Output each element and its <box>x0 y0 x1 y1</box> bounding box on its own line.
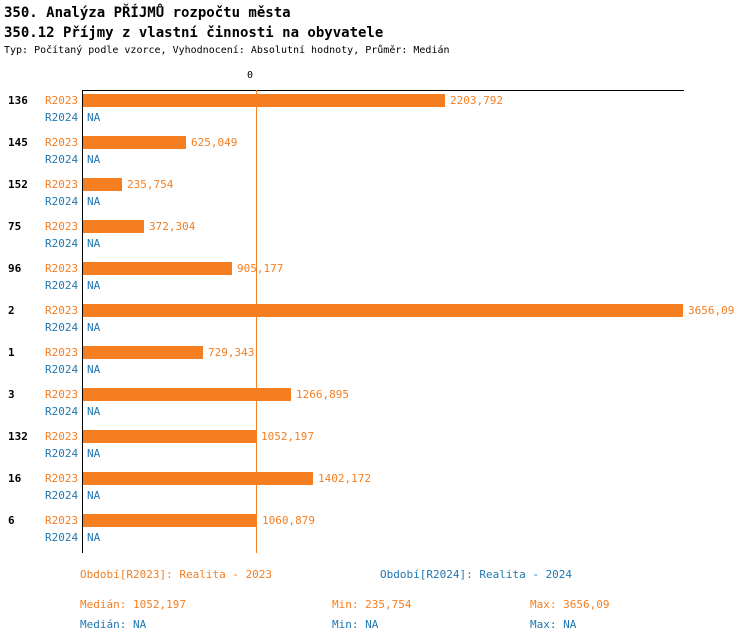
series-label-r2023: R2023 <box>45 472 79 485</box>
bar-group: 96 R2023 905,177 R2024 NA <box>0 258 750 300</box>
bar-r2023 <box>83 220 144 233</box>
series-label-r2023: R2023 <box>45 430 79 443</box>
bar-r2023 <box>83 346 203 359</box>
bar-r2023 <box>83 178 122 191</box>
stat-r2024-median: Medián: NA <box>80 618 147 631</box>
stat-r2023-max: Max: 3656,09 <box>530 598 610 611</box>
bar-value-label: 372,304 <box>149 220 196 233</box>
bar-r2023 <box>83 94 445 107</box>
na-value-label: NA <box>87 489 101 502</box>
chart-subtitle: 350.12 Příjmy z vlastní činnosti na obyv… <box>4 25 384 41</box>
series-label-r2023: R2023 <box>45 94 79 107</box>
bar-value-label: 1402,172 <box>318 472 371 485</box>
category-id-label: 132 <box>8 430 28 443</box>
series-label-r2024: R2024 <box>45 195 79 208</box>
y-axis-line <box>82 90 83 553</box>
bar-group: 152 R2023 235,754 R2024 NA <box>0 174 750 216</box>
bar-group: 132 R2023 1052,197 R2024 NA <box>0 426 750 468</box>
bar-group: 75 R2023 372,304 R2024 NA <box>0 216 750 258</box>
bar-value-label: 625,049 <box>191 136 238 149</box>
na-value-label: NA <box>87 363 101 376</box>
bar-group: 1 R2023 729,343 R2024 NA <box>0 342 750 384</box>
plot-area: 136 R2023 2203,792 R2024 NA 145 R2023 625,049 R2… <box>0 90 750 552</box>
category-id-label: 1 <box>8 346 15 359</box>
category-id-label: 16 <box>8 472 22 485</box>
series-label-r2023: R2023 <box>45 514 79 527</box>
category-id-label: 2 <box>8 304 15 317</box>
na-value-label: NA <box>87 405 101 418</box>
chart-meta-line: Typ: Počítaný podle vzorce, Vyhodnocení:… <box>4 45 450 56</box>
bar-r2023 <box>83 262 232 275</box>
bar-group: 145 R2023 625,049 R2024 NA <box>0 132 750 174</box>
category-id-label: 96 <box>8 262 22 275</box>
na-value-label: NA <box>87 321 101 334</box>
series-label-r2024: R2024 <box>45 363 79 376</box>
x-axis-line <box>82 90 684 91</box>
legend-r2024: Období[R2024]: Realita - 2024 <box>380 568 573 581</box>
category-id-label: 75 <box>8 220 22 233</box>
stat-r2024-max: Max: NA <box>530 618 577 631</box>
series-label-r2024: R2024 <box>45 279 79 292</box>
series-label-r2023: R2023 <box>45 388 79 401</box>
series-label-r2024: R2024 <box>45 405 79 418</box>
na-value-label: NA <box>87 237 101 250</box>
bar-r2023 <box>83 472 313 485</box>
series-label-r2024: R2024 <box>45 447 79 460</box>
na-value-label: NA <box>87 195 101 208</box>
category-id-label: 3 <box>8 388 15 401</box>
bar-r2023 <box>83 430 256 443</box>
bar-value-label: 1052,197 <box>261 430 314 443</box>
series-label-r2024: R2024 <box>45 111 79 124</box>
series-label-r2024: R2024 <box>45 321 79 334</box>
series-label-r2023: R2023 <box>45 346 79 359</box>
stat-r2023-median: Medián: 1052,197 <box>80 598 186 611</box>
na-value-label: NA <box>87 279 101 292</box>
bar-group: 6 R2023 1060,879 R2024 NA <box>0 510 750 552</box>
series-label-r2023: R2023 <box>45 262 79 275</box>
series-label-r2024: R2024 <box>45 531 79 544</box>
series-label-r2023: R2023 <box>45 136 79 149</box>
bar-r2023 <box>83 304 683 317</box>
bar-value-label: 905,177 <box>237 262 284 275</box>
median-line <box>256 90 257 553</box>
bar-value-label: 1266,895 <box>296 388 349 401</box>
category-id-label: 6 <box>8 514 15 527</box>
bar-value-label: 3656,09 <box>688 304 735 317</box>
stat-r2024-min: Min: NA <box>332 618 379 631</box>
series-label-r2024: R2024 <box>45 153 79 166</box>
na-value-label: NA <box>87 531 101 544</box>
series-label-r2023: R2023 <box>45 178 79 191</box>
legend-r2023: Období[R2023]: Realita - 2023 <box>80 568 273 581</box>
page-title: 350. Analýza PŘÍJMŮ rozpočtu města <box>4 5 291 21</box>
series-label-r2024: R2024 <box>45 489 79 502</box>
bar-group: 136 R2023 2203,792 R2024 NA <box>0 90 750 132</box>
na-value-label: NA <box>87 111 101 124</box>
bar-value-label: 235,754 <box>127 178 174 191</box>
bar-r2023 <box>83 514 257 527</box>
bar-group: 16 R2023 1402,172 R2024 NA <box>0 468 750 510</box>
series-label-r2024: R2024 <box>45 237 79 250</box>
series-label-r2023: R2023 <box>45 304 79 317</box>
series-label-r2023: R2023 <box>45 220 79 233</box>
category-id-label: 136 <box>8 94 28 107</box>
category-id-label: 152 <box>8 178 28 191</box>
bar-r2023 <box>83 136 186 149</box>
na-value-label: NA <box>87 153 101 166</box>
na-value-label: NA <box>87 447 101 460</box>
bar-value-label: 729,343 <box>208 346 255 359</box>
stat-r2023-min: Min: 235,754 <box>332 598 412 611</box>
bar-r2023 <box>83 388 291 401</box>
bar-value-label: 2203,792 <box>450 94 503 107</box>
category-id-label: 145 <box>8 136 28 149</box>
bar-group: 2 R2023 3656,09 R2024 NA <box>0 300 750 342</box>
axis-zero-label: 0 <box>246 70 254 81</box>
bar-value-label: 1060,879 <box>262 514 315 527</box>
bar-group: 3 R2023 1266,895 R2024 NA <box>0 384 750 426</box>
